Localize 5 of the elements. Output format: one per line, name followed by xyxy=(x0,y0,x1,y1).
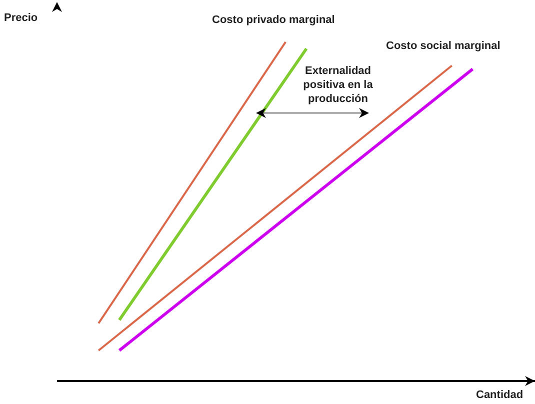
x-axis-title: Cantidad xyxy=(476,389,524,401)
text: Costo privado marginal xyxy=(212,14,335,26)
y-axis-title: Precio xyxy=(4,12,38,24)
annotation: Costo social marginal xyxy=(386,40,500,52)
annotation: Externalidad positiva en la producción xyxy=(302,64,374,106)
